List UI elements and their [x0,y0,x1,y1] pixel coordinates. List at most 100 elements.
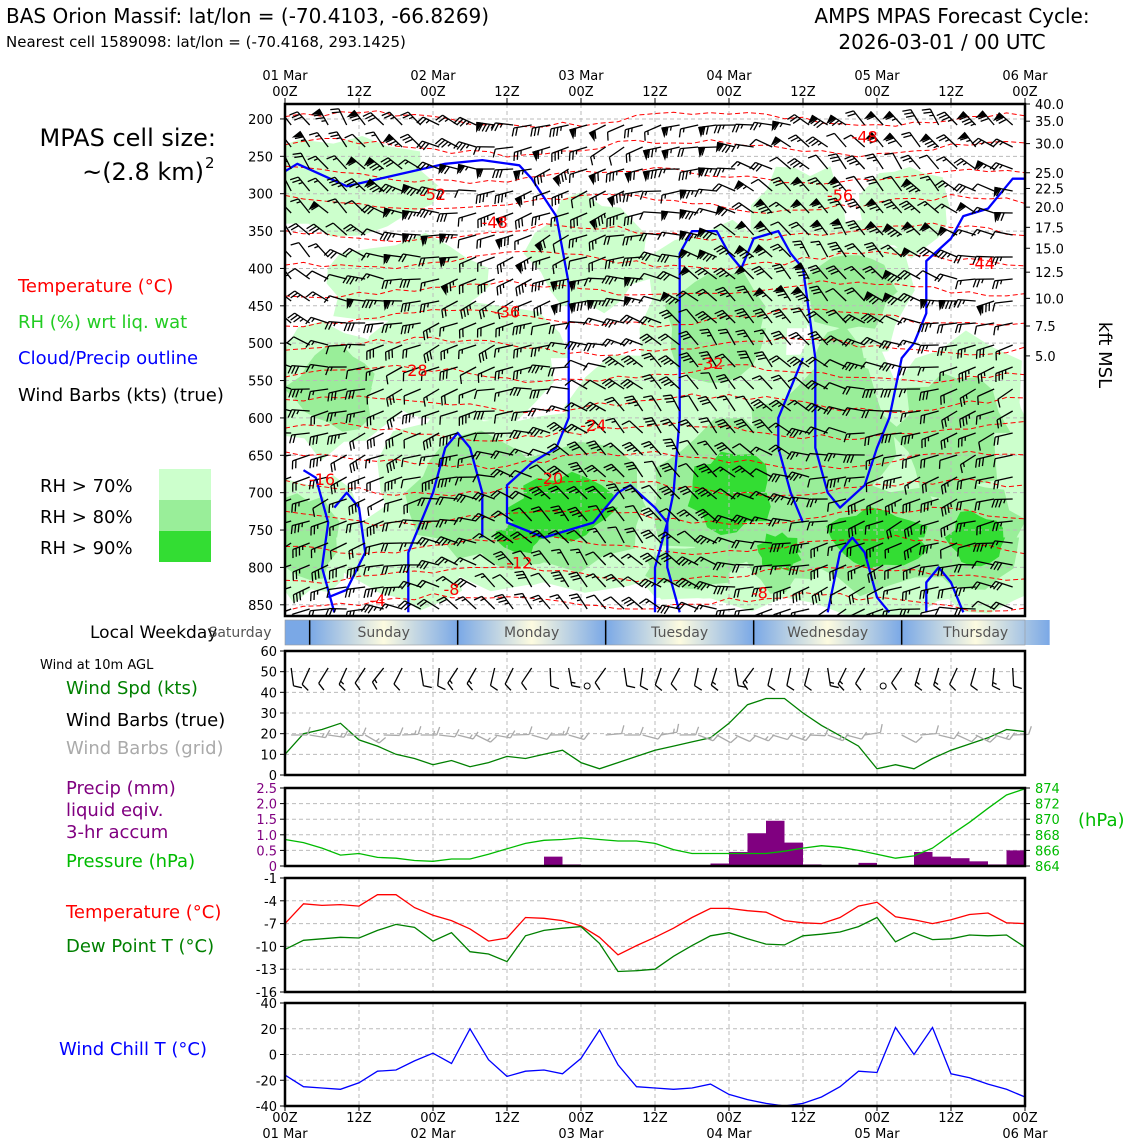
wind-barb [601,275,625,285]
temperature-label: -20 [537,469,563,488]
wind-barb [531,732,553,741]
wind-barb [528,464,551,478]
wind-barb [991,667,1001,691]
panel-frame [283,649,1027,777]
wind-barb [379,183,403,194]
legend-rh: RH (%) wrt liq. wat [18,312,187,333]
temperature-label: -48 [482,213,508,232]
wind-barb [288,388,310,398]
wind-barb [342,247,366,258]
wind-barb [604,256,625,270]
wind-barb [472,532,496,544]
wind-barb [843,134,866,148]
wind-barb [712,183,736,192]
wind-barb [466,667,477,691]
wind-barb [473,388,495,400]
wind-barb [938,731,960,740]
top-time-label: 12Z [494,85,520,100]
wind-barb [993,454,1013,468]
wind-barb [714,442,736,456]
wind-barb [384,476,403,492]
wind-barb [992,300,1013,312]
wind-barb [403,498,421,515]
wind-barb [514,190,532,208]
kft-tick-label: 15.0 [1035,242,1064,257]
wind-barb [734,265,755,280]
wind-barb [842,454,865,464]
wind-barb [698,417,718,434]
wind-barb [568,571,588,588]
wind-barb [971,228,995,237]
wind-barb [697,146,717,158]
wind-barb [494,190,514,205]
rh70-label: RH > 70% [40,476,133,497]
wind-barb [328,131,348,148]
rh80-label: RH > 80% [40,507,133,528]
wind-barb [323,295,347,303]
wind-barb [810,240,829,258]
wind-barb [675,556,699,567]
wind-barb [955,202,977,214]
pressure-legend: Pressure (hPa) [66,851,195,872]
bottom-time-label: 12Z [642,1111,668,1126]
wind-barb [845,219,866,236]
wind-barb [993,432,1013,446]
wind-barb [511,124,532,137]
wind-barb [473,432,495,442]
wind-barb [439,322,458,337]
wind-barb [400,300,421,313]
pressure-tick-label: 400 [248,262,273,277]
wind-barb [995,344,1013,361]
wind-barb [421,476,440,493]
wind-barb [473,595,496,610]
wind-barb [550,278,569,293]
wind-barb [790,733,812,742]
upper-wind-barbs [285,108,1014,616]
wind-barb [843,265,866,280]
legend-cloud: Cloud/Precip outline [18,348,198,369]
wind-barb [898,388,921,398]
wind-barb [328,729,349,738]
wind-barb [550,726,570,736]
wind-barb [419,278,440,292]
wind-barb [364,454,384,469]
wind-barb [989,580,1013,591]
wind-barb [826,520,847,534]
wind-barb [752,308,773,324]
wind-barb [490,489,514,500]
kft-tick-label: 20.0 [1035,201,1064,216]
wind-barb [493,344,514,358]
wind-barb [460,300,477,319]
wind-barb [605,725,625,736]
wind-barb [900,247,921,258]
wind-barb [732,375,755,390]
wind-barb [530,322,551,336]
wind-barb [343,322,366,332]
wind-barb [956,734,979,743]
wind-barb [790,307,810,324]
cloud-outline-line [285,158,681,613]
wind-barb [786,356,810,368]
wind-barbs-grid-legend: Wind Barbs (grid) [66,738,224,759]
wind-barb [360,273,384,281]
wind-barb [855,667,866,691]
wind-barb [658,552,681,566]
wind-barb [918,564,939,576]
wind-barb [823,426,847,435]
wind-barb [749,121,773,131]
panel-ytick-label: 40 [260,686,277,701]
wind-barb [807,330,829,346]
wind-barb [437,476,458,488]
wind-barb [749,446,773,456]
wind-barb [827,667,839,689]
wind-barb [678,308,699,324]
wind-barb [677,462,699,478]
wind-barb [585,594,607,610]
wind-barb [570,190,588,209]
weekday-name: Tuesday [650,625,708,641]
wind-barb [803,667,812,691]
wind-barb [568,300,588,315]
wind-barb [971,206,995,215]
wind-barb [568,124,588,140]
wind-barb [886,520,903,540]
